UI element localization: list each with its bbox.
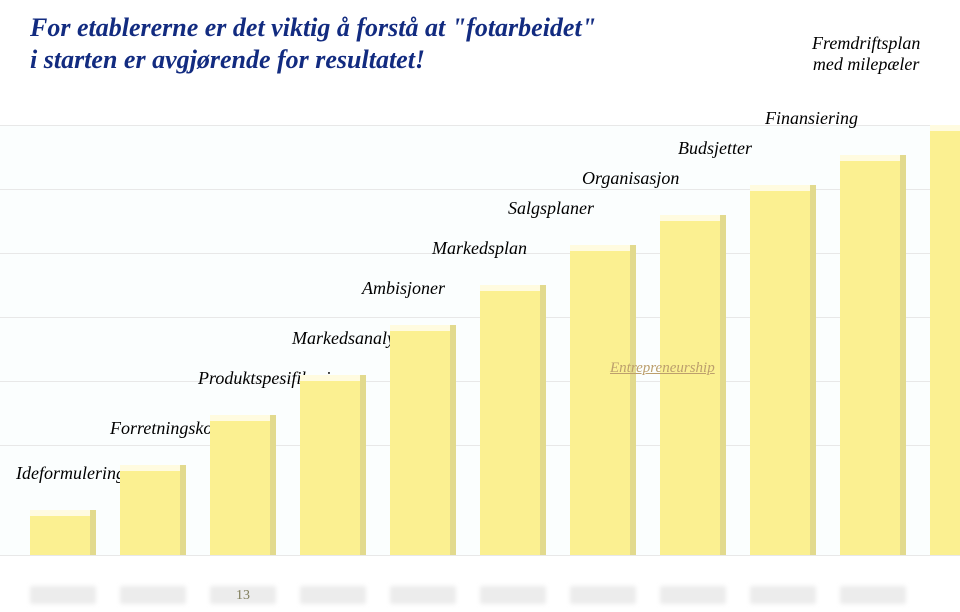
footer-segment: [390, 586, 456, 604]
footer-segment: [30, 586, 96, 604]
bar: [480, 285, 546, 555]
bar: [750, 185, 816, 555]
bar: [840, 155, 906, 555]
footer-segment: [840, 586, 906, 604]
page-number: 13: [236, 588, 250, 604]
bar-label: Fremdriftsplan med milepæler: [812, 33, 920, 75]
bar: [210, 415, 276, 555]
title-line-2: i starten er avgjørende for resultatet!: [30, 44, 930, 76]
bar-label: Ideformulering: [16, 463, 125, 484]
bar: [930, 125, 960, 555]
bar: [570, 245, 636, 555]
page-title: For etablererne er det viktig å forstå a…: [30, 12, 930, 76]
chart-area: IdeformuleringForretningskonseptProdukts…: [0, 125, 960, 555]
bar-label: Finansiering: [765, 108, 858, 129]
bar: [30, 510, 96, 555]
bar-label: Ambisjoner: [362, 278, 445, 299]
entrepreneurship-link[interactable]: Entrepreneurship: [610, 360, 715, 377]
bar: [120, 465, 186, 555]
footer-segment: [570, 586, 636, 604]
slide: For etablererne er det viktig å forstå a…: [0, 0, 960, 612]
footer-segment: [480, 586, 546, 604]
footer-bar: [0, 580, 960, 612]
bar: [300, 375, 366, 555]
gridline: [0, 189, 960, 190]
bar-label: Budsjetter: [678, 138, 752, 159]
bar-label: Salgsplaner: [508, 198, 594, 219]
footer-segment: [750, 586, 816, 604]
bar-label: Markedsplan: [432, 238, 527, 259]
footer-segment: [120, 586, 186, 604]
bar: [660, 215, 726, 555]
footer-segment: [300, 586, 366, 604]
bar-label: Organisasjon: [582, 168, 679, 189]
bar: [390, 325, 456, 555]
footer-segment: [660, 586, 726, 604]
title-line-1: For etablererne er det viktig å forstå a…: [30, 12, 930, 44]
